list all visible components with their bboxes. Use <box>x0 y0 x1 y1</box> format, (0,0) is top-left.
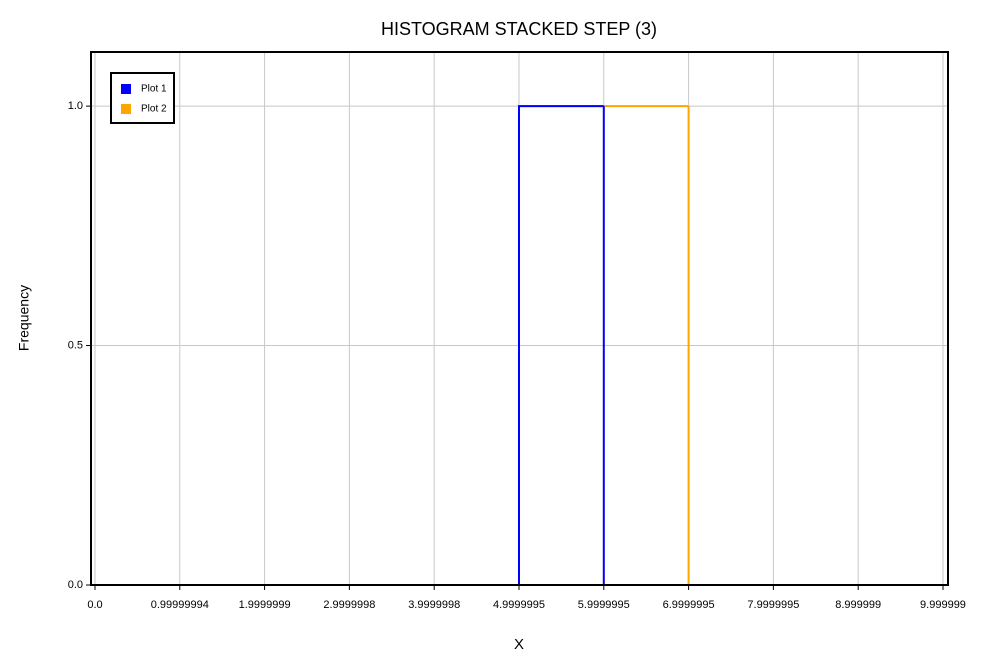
x-tick-label: 2.9999998 <box>323 599 375 611</box>
x-tick-label: 8.999999 <box>835 599 881 611</box>
histogram-step <box>517 105 604 585</box>
x-tick-label: 5.9999995 <box>578 599 630 611</box>
x-tick-label: 9.999999 <box>920 599 966 611</box>
y-tick-label: 0.0 <box>68 579 83 591</box>
y-tick-label: 0.5 <box>68 339 83 351</box>
y-axis-label: Frequency <box>16 285 32 351</box>
x-tick-label: 1.9999999 <box>239 599 291 611</box>
x-tick-label: 3.9999998 <box>408 599 460 611</box>
legend-label: Plot 1 <box>141 84 167 95</box>
x-tick-label: 4.9999995 <box>493 599 545 611</box>
chart-title: HISTOGRAM STACKED STEP (3) <box>381 19 657 39</box>
x-tick-label: 6.9999995 <box>663 599 715 611</box>
legend-box <box>110 72 175 124</box>
grid <box>86 52 948 590</box>
x-tick-label: 0.99999994 <box>151 599 209 611</box>
x-tick-label: 7.9999995 <box>747 599 799 611</box>
plot-frame <box>90 51 949 586</box>
legend: Plot 1 Plot 2 <box>110 72 175 124</box>
x-axis-label: X <box>514 636 524 653</box>
legend-swatch <box>121 84 131 94</box>
x-tick-label: 0.0 <box>87 599 102 611</box>
legend-swatch <box>121 104 131 114</box>
y-tick-label: 1.0 <box>68 100 83 112</box>
legend-label: Plot 2 <box>141 104 167 115</box>
